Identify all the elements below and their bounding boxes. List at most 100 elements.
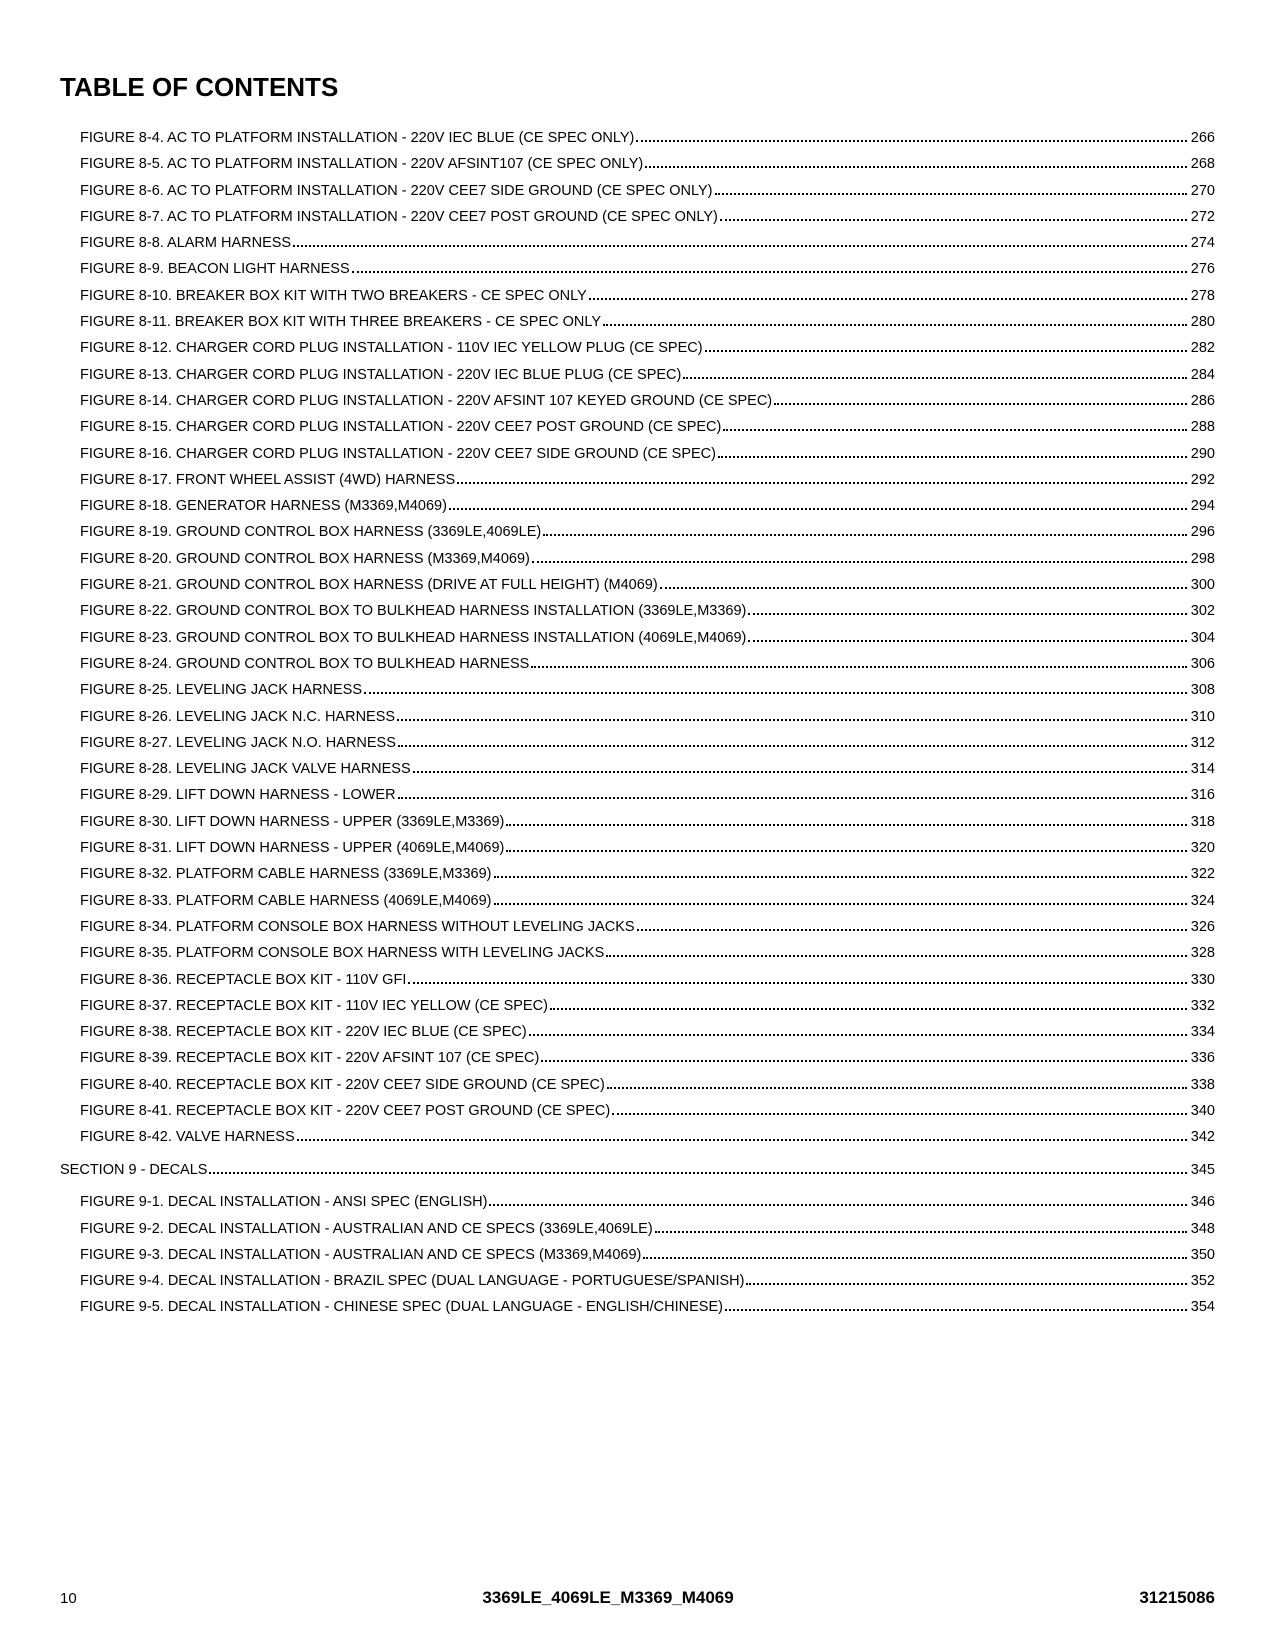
toc-entry-label: FIGURE 8-22. GROUND CONTROL BOX TO BULKH… bbox=[80, 604, 746, 619]
toc-entry-label: FIGURE 8-29. LIFT DOWN HARNESS - LOWER bbox=[80, 788, 396, 803]
footer-right: 31215086 bbox=[1139, 1588, 1215, 1608]
toc-entry-page: 354 bbox=[1191, 1300, 1215, 1315]
toc-entry-label: FIGURE 9-4. DECAL INSTALLATION - BRAZIL … bbox=[80, 1274, 744, 1289]
toc-entry: FIGURE 8-38. RECEPTACLE BOX KIT - 220V I… bbox=[60, 1025, 1215, 1040]
toc-entry-label: FIGURE 9-3. DECAL INSTALLATION - AUSTRAL… bbox=[80, 1248, 641, 1263]
toc-entry-page: 274 bbox=[1191, 236, 1215, 251]
toc-entry-page: 296 bbox=[1191, 525, 1215, 540]
toc-leader-dots bbox=[723, 429, 1186, 431]
toc-entry-page: 278 bbox=[1191, 289, 1215, 304]
toc-entry-label: FIGURE 8-19. GROUND CONTROL BOX HARNESS … bbox=[80, 525, 541, 540]
toc-entry-page: 334 bbox=[1191, 1025, 1215, 1040]
toc-entry-page: 282 bbox=[1191, 341, 1215, 356]
toc-leader-dots bbox=[589, 298, 1187, 300]
toc-entry-label: SECTION 9 - DECALS bbox=[60, 1163, 207, 1178]
toc-entry-page: 286 bbox=[1191, 394, 1215, 409]
toc-entry: FIGURE 8-23. GROUND CONTROL BOX TO BULKH… bbox=[60, 631, 1215, 646]
toc-entry-page: 280 bbox=[1191, 315, 1215, 330]
toc-entry-page: 336 bbox=[1191, 1051, 1215, 1066]
toc-entry-label: FIGURE 8-36. RECEPTACLE BOX KIT - 110V G… bbox=[80, 973, 406, 988]
toc-entry-page: 324 bbox=[1191, 894, 1215, 909]
toc-entry: FIGURE 8-24. GROUND CONTROL BOX TO BULKH… bbox=[60, 657, 1215, 672]
toc-entry: FIGURE 8-5. AC TO PLATFORM INSTALLATION … bbox=[60, 157, 1215, 172]
toc-entry: SECTION 9 - DECALS 345 bbox=[60, 1163, 1215, 1178]
toc-entry: FIGURE 9-5. DECAL INSTALLATION - CHINESE… bbox=[60, 1300, 1215, 1315]
toc-entry-page: 318 bbox=[1191, 815, 1215, 830]
toc-leader-dots bbox=[352, 271, 1187, 273]
toc-leader-dots bbox=[607, 1087, 1187, 1089]
toc-entry: FIGURE 8-35. PLATFORM CONSOLE BOX HARNES… bbox=[60, 946, 1215, 961]
toc-entry-label: FIGURE 8-18. GENERATOR HARNESS (M3369,M4… bbox=[80, 499, 447, 514]
toc-entry-label: FIGURE 8-8. ALARM HARNESS bbox=[80, 236, 291, 251]
toc-entry-label: FIGURE 8-26. LEVELING JACK N.C. HARNESS bbox=[80, 710, 395, 725]
toc-leader-dots bbox=[413, 771, 1187, 773]
toc-entry: FIGURE 8-30. LIFT DOWN HARNESS - UPPER (… bbox=[60, 815, 1215, 830]
toc-entry: FIGURE 8-14. CHARGER CORD PLUG INSTALLAT… bbox=[60, 394, 1215, 409]
toc-entry-label: FIGURE 8-31. LIFT DOWN HARNESS - UPPER (… bbox=[80, 841, 504, 856]
toc-leader-dots bbox=[408, 982, 1186, 984]
toc-entry-page: 342 bbox=[1191, 1130, 1215, 1145]
toc-entry: FIGURE 8-31. LIFT DOWN HARNESS - UPPER (… bbox=[60, 841, 1215, 856]
page-footer: 10 3369LE_4069LE_M3369_M4069 31215086 bbox=[60, 1588, 1215, 1608]
toc-entry-page: 316 bbox=[1191, 788, 1215, 803]
toc-entry-page: 290 bbox=[1191, 447, 1215, 462]
toc-entry-page: 276 bbox=[1191, 262, 1215, 277]
toc-entry: FIGURE 9-1. DECAL INSTALLATION - ANSI SP… bbox=[60, 1195, 1215, 1210]
toc-leader-dots bbox=[683, 377, 1186, 379]
toc-entry-page: 300 bbox=[1191, 578, 1215, 593]
toc-leader-dots bbox=[718, 456, 1187, 458]
footer-center: 3369LE_4069LE_M3369_M4069 bbox=[482, 1588, 733, 1608]
toc-entry: FIGURE 8-20. GROUND CONTROL BOX HARNESS … bbox=[60, 552, 1215, 567]
toc-leader-dots bbox=[655, 1231, 1187, 1233]
toc-leader-dots bbox=[494, 903, 1187, 905]
toc-entry-page: 266 bbox=[1191, 131, 1215, 146]
toc-entry-label: FIGURE 8-15. CHARGER CORD PLUG INSTALLAT… bbox=[80, 420, 721, 435]
toc-entry: FIGURE 8-11. BREAKER BOX KIT WITH THREE … bbox=[60, 315, 1215, 330]
toc-entry: FIGURE 8-7. AC TO PLATFORM INSTALLATION … bbox=[60, 210, 1215, 225]
toc-entry-page: 268 bbox=[1191, 157, 1215, 172]
toc-entry-label: FIGURE 8-32. PLATFORM CABLE HARNESS (336… bbox=[80, 867, 492, 882]
toc-entry-page: 322 bbox=[1191, 867, 1215, 882]
toc-entry: FIGURE 8-34. PLATFORM CONSOLE BOX HARNES… bbox=[60, 920, 1215, 935]
toc-entry: FIGURE 8-29. LIFT DOWN HARNESS - LOWER 31… bbox=[60, 788, 1215, 803]
toc-entry: FIGURE 8-10. BREAKER BOX KIT WITH TWO BR… bbox=[60, 289, 1215, 304]
toc-entry-label: FIGURE 8-33. PLATFORM CABLE HARNESS (406… bbox=[80, 894, 492, 909]
toc-entry-label: FIGURE 8-11. BREAKER BOX KIT WITH THREE … bbox=[80, 315, 601, 330]
toc-leader-dots bbox=[506, 824, 1186, 826]
toc-entry: FIGURE 8-25. LEVELING JACK HARNESS308 bbox=[60, 683, 1215, 698]
toc-entry: FIGURE 8-13. CHARGER CORD PLUG INSTALLAT… bbox=[60, 368, 1215, 383]
toc-entry-label: FIGURE 8-12. CHARGER CORD PLUG INSTALLAT… bbox=[80, 341, 703, 356]
toc-leader-dots bbox=[612, 1113, 1187, 1115]
toc-entry-page: 345 bbox=[1191, 1163, 1215, 1178]
toc-entry: FIGURE 8-4. AC TO PLATFORM INSTALLATION … bbox=[60, 131, 1215, 146]
toc-leader-dots bbox=[643, 1257, 1186, 1259]
toc-leader-dots bbox=[297, 1139, 1187, 1141]
toc-entry-page: 346 bbox=[1191, 1195, 1215, 1210]
toc-entry-page: 348 bbox=[1191, 1222, 1215, 1237]
toc-entry-label: FIGURE 8-30. LIFT DOWN HARNESS - UPPER (… bbox=[80, 815, 504, 830]
toc-entry-page: 332 bbox=[1191, 999, 1215, 1014]
toc-leader-dots bbox=[529, 1034, 1187, 1036]
toc-leader-dots bbox=[746, 1283, 1186, 1285]
toc-leader-dots bbox=[725, 1309, 1187, 1311]
toc-entry-page: 350 bbox=[1191, 1248, 1215, 1263]
toc-entry-label: FIGURE 8-38. RECEPTACLE BOX KIT - 220V I… bbox=[80, 1025, 527, 1040]
toc-leader-dots bbox=[550, 1008, 1187, 1010]
toc-leader-dots bbox=[209, 1172, 1186, 1174]
toc-entry-label: FIGURE 9-5. DECAL INSTALLATION - CHINESE… bbox=[80, 1300, 723, 1315]
toc-entry-page: 298 bbox=[1191, 552, 1215, 567]
toc-leader-dots bbox=[398, 797, 1187, 799]
toc-entry-label: FIGURE 9-2. DECAL INSTALLATION - AUSTRAL… bbox=[80, 1222, 653, 1237]
toc-entry: FIGURE 8-8. ALARM HARNESS 274 bbox=[60, 236, 1215, 251]
toc-entry-label: FIGURE 8-13. CHARGER CORD PLUG INSTALLAT… bbox=[80, 368, 681, 383]
toc-entry: FIGURE 8-17. FRONT WHEEL ASSIST (4WD) HA… bbox=[60, 473, 1215, 488]
footer-page-number: 10 bbox=[60, 1590, 77, 1607]
toc-entry-label: FIGURE 8-40. RECEPTACLE BOX KIT - 220V C… bbox=[80, 1078, 605, 1093]
toc-entry-page: 320 bbox=[1191, 841, 1215, 856]
toc-entry-page: 302 bbox=[1191, 604, 1215, 619]
toc-entry-label: FIGURE 8-7. AC TO PLATFORM INSTALLATION … bbox=[80, 210, 718, 225]
toc-entry-label: FIGURE 8-16. CHARGER CORD PLUG INSTALLAT… bbox=[80, 447, 716, 462]
toc-entry-label: FIGURE 8-20. GROUND CONTROL BOX HARNESS … bbox=[80, 552, 530, 567]
toc-leader-dots bbox=[532, 561, 1187, 563]
toc-entry: FIGURE 8-28. LEVELING JACK VALVE HARNESS… bbox=[60, 762, 1215, 777]
